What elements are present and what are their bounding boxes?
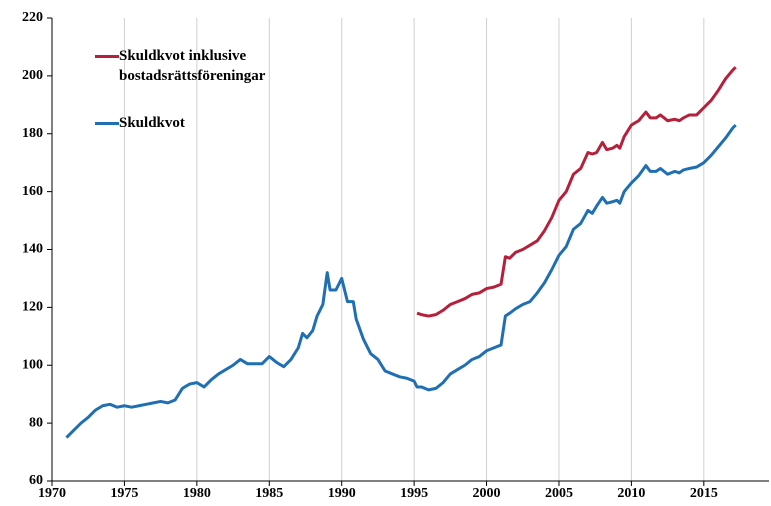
y-tick-label: 140 bbox=[22, 242, 43, 257]
legend-swatch bbox=[95, 55, 119, 58]
x-tick-label: 1985 bbox=[255, 486, 283, 501]
y-tick-label: 100 bbox=[22, 357, 43, 372]
y-tick-label: 80 bbox=[29, 415, 43, 430]
y-tick-label: 60 bbox=[29, 473, 43, 488]
x-tick-label: 1990 bbox=[328, 486, 356, 501]
x-tick-label: 1995 bbox=[400, 486, 428, 501]
legend-label: Skuldkvot inklusive bostadsrättsförening… bbox=[119, 48, 266, 84]
x-tick-label: 1975 bbox=[110, 486, 138, 501]
x-tick-label: 2010 bbox=[617, 486, 645, 501]
legend-swatch bbox=[95, 122, 119, 125]
y-tick-label: 160 bbox=[22, 184, 43, 199]
y-tick-label: 120 bbox=[22, 300, 43, 315]
line bbox=[416, 66, 737, 318]
x-tick-label: 1980 bbox=[183, 486, 211, 501]
y-tick-label: 220 bbox=[22, 10, 43, 25]
x-tick-label: 2015 bbox=[690, 486, 718, 501]
y-tick-label: 200 bbox=[22, 68, 43, 83]
y-tick-label: 180 bbox=[22, 126, 43, 141]
line bbox=[65, 124, 737, 439]
x-tick-label: 1970 bbox=[38, 486, 66, 501]
legend-label: Skuldkvot bbox=[119, 115, 185, 131]
x-tick-label: 2000 bbox=[473, 486, 501, 501]
x-tick-label: 2005 bbox=[545, 486, 573, 501]
